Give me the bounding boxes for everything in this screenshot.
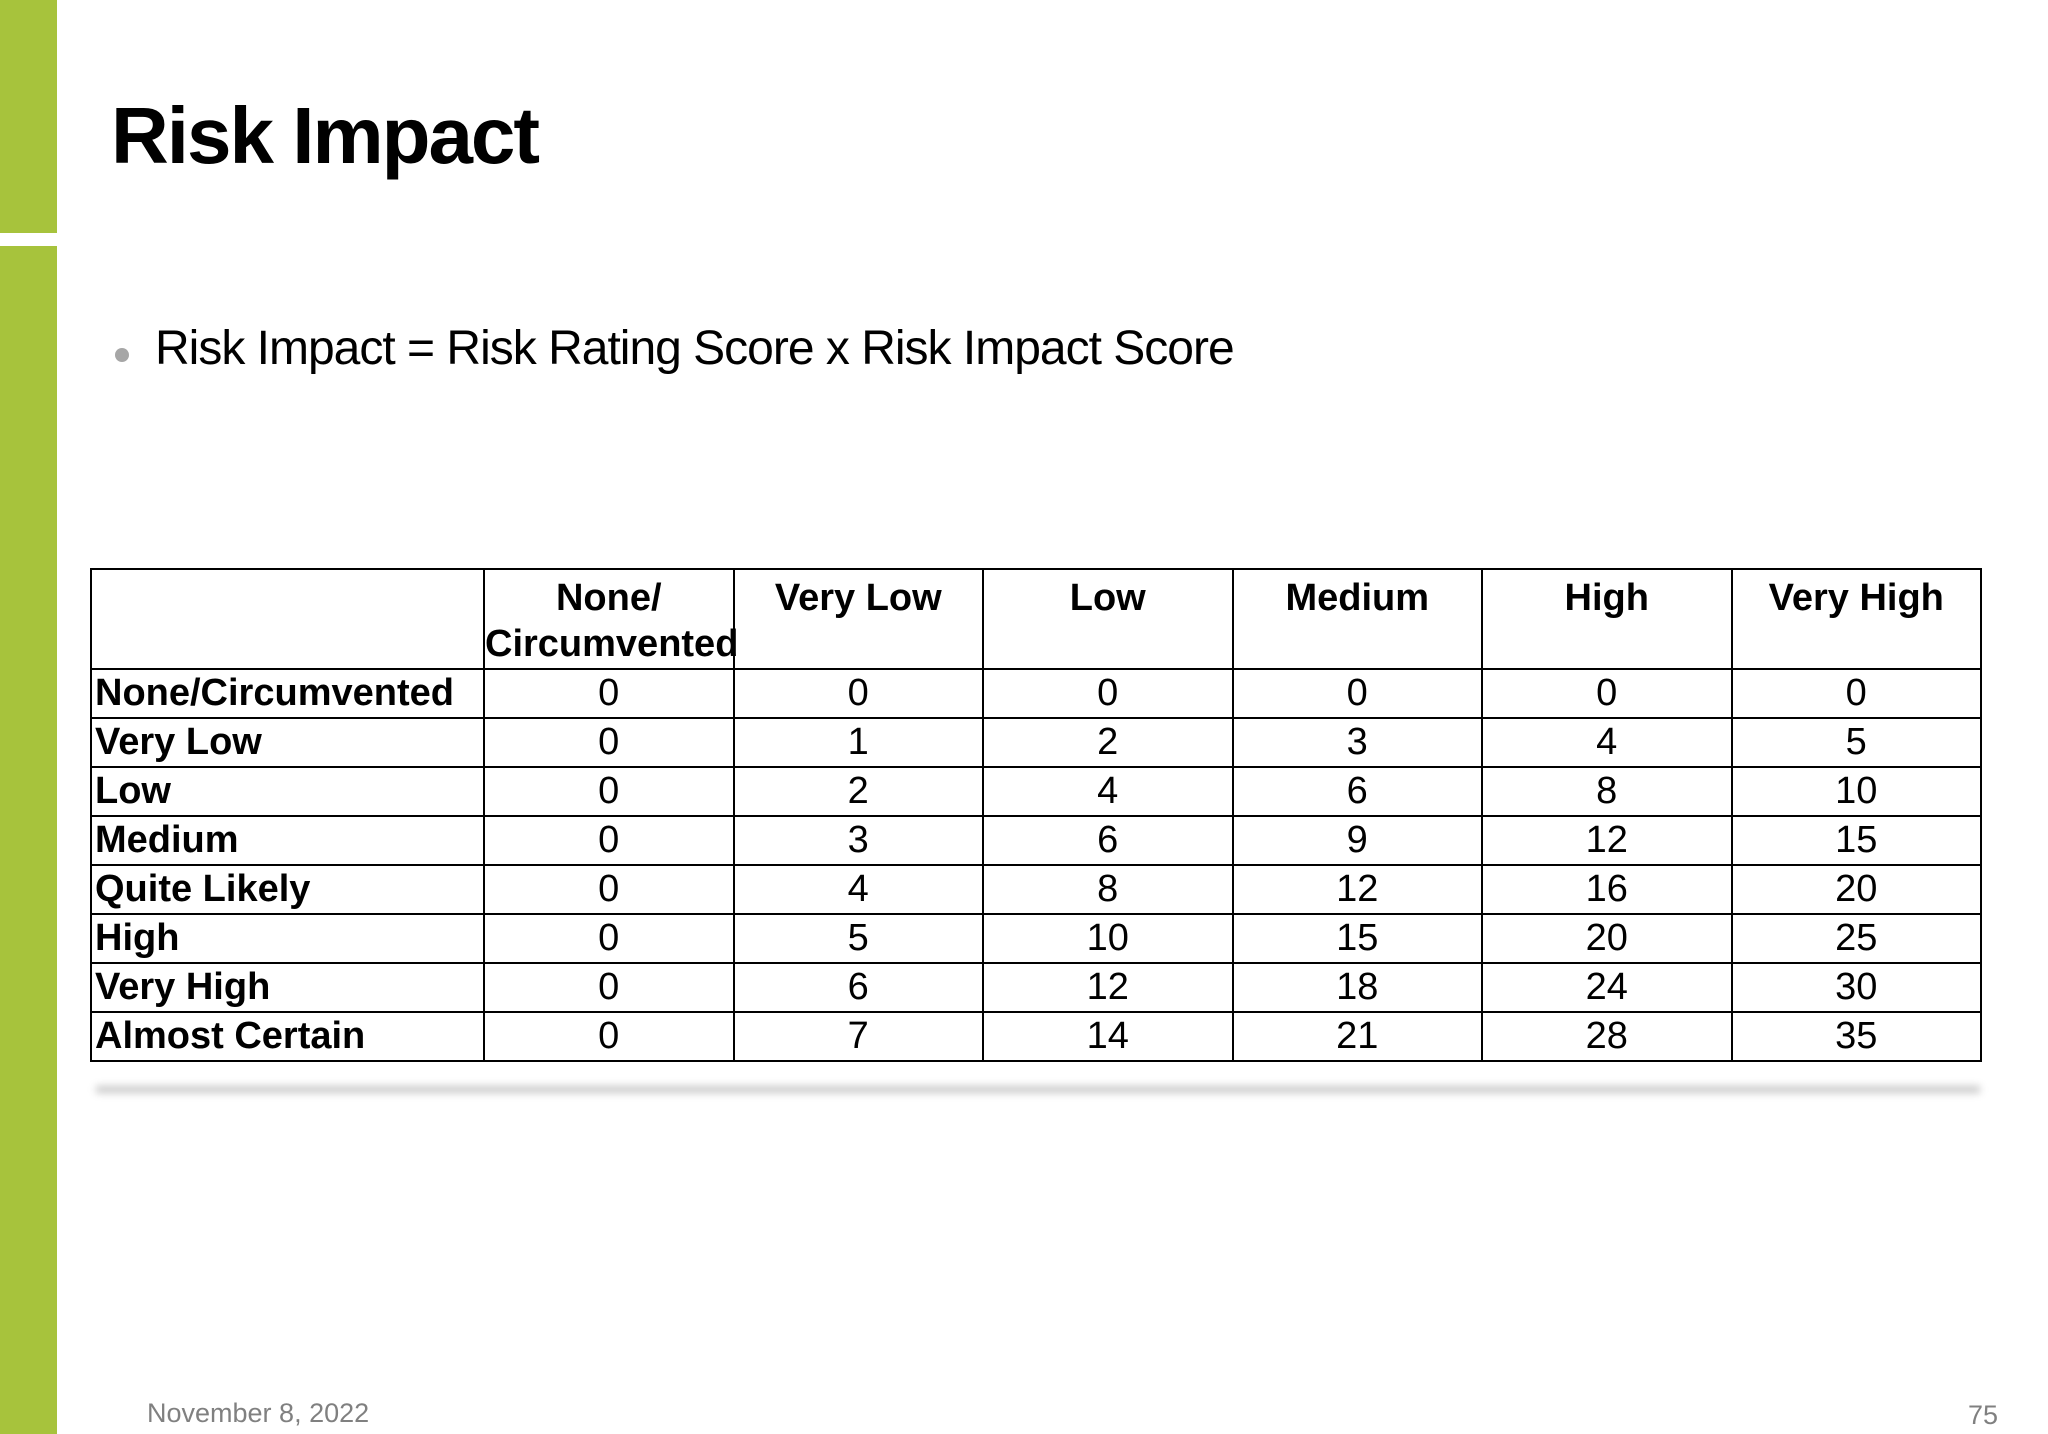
value-cell: 0 xyxy=(483,667,735,719)
value-cell: 10 xyxy=(982,912,1234,964)
row-header: High xyxy=(90,912,485,964)
value-cell: 30 xyxy=(1730,961,1982,1013)
value-cell: 9 xyxy=(1231,814,1483,866)
value-cell: 24 xyxy=(1481,961,1733,1013)
accent-bar-bottom-segment xyxy=(0,246,57,1434)
value-cell: 0 xyxy=(483,961,735,1013)
value-cell: 15 xyxy=(1730,814,1982,866)
value-cell: 35 xyxy=(1730,1010,1982,1062)
value-cell: 0 xyxy=(483,912,735,964)
value-cell: 15 xyxy=(1231,912,1483,964)
table-row: None/Circumvented 0 0 0 0 0 0 xyxy=(90,667,1982,719)
table-row: Very High 0 6 12 18 24 30 xyxy=(90,961,1982,1013)
row-header: Quite Likely xyxy=(90,863,485,915)
value-cell: 18 xyxy=(1231,961,1483,1013)
value-cell: 0 xyxy=(1481,667,1733,719)
value-cell: 20 xyxy=(1730,863,1982,915)
page-number: 75 xyxy=(1967,1400,1998,1430)
value-cell: 2 xyxy=(732,765,984,817)
column-header: Medium xyxy=(1231,568,1483,670)
value-cell: 5 xyxy=(732,912,984,964)
value-cell: 6 xyxy=(982,814,1234,866)
value-cell: 0 xyxy=(483,1010,735,1062)
value-cell: 0 xyxy=(483,716,735,768)
row-header: None/Circumvented xyxy=(90,667,485,719)
value-cell: 8 xyxy=(1481,765,1733,817)
table-header-row: None/ Circumvented Very Low Low Medium High V… xyxy=(90,568,1982,670)
footer-date: November 8, 2022 xyxy=(147,1398,370,1428)
value-cell: 4 xyxy=(732,863,984,915)
table-row: Low 0 2 4 6 8 10 xyxy=(90,765,1982,817)
column-header: None/ Circumvented xyxy=(483,568,738,670)
table-row: Medium 0 3 6 9 12 15 xyxy=(90,814,1982,866)
value-cell: 20 xyxy=(1481,912,1733,964)
column-header: High xyxy=(1481,568,1733,670)
value-cell: 0 xyxy=(483,863,735,915)
value-cell: 0 xyxy=(732,667,984,719)
accent-bar-top-segment xyxy=(0,0,57,233)
value-cell: 10 xyxy=(1730,765,1982,817)
column-header: Low xyxy=(982,568,1234,670)
value-cell: 0 xyxy=(483,765,735,817)
value-cell: 16 xyxy=(1481,863,1733,915)
bullet-text: Risk Impact = Risk Rating Score x Risk I… xyxy=(155,322,1235,375)
risk-impact-table: None/ Circumvented Very Low Low Medium High V… xyxy=(90,568,1982,1062)
value-cell: 6 xyxy=(1231,765,1483,817)
value-cell: 28 xyxy=(1481,1010,1733,1062)
value-cell: 3 xyxy=(1231,716,1483,768)
risk-impact-table-container: None/ Circumvented Very Low Low Medium High V… xyxy=(90,568,1982,1062)
value-cell: 0 xyxy=(982,667,1234,719)
row-header: Very High xyxy=(90,961,485,1013)
value-cell: 12 xyxy=(1481,814,1733,866)
value-cell: 5 xyxy=(1730,716,1982,768)
column-header: Very High xyxy=(1730,568,1982,670)
value-cell: 4 xyxy=(1481,716,1733,768)
value-cell: 4 xyxy=(982,765,1234,817)
page-title: Risk Impact xyxy=(111,91,540,180)
value-cell: 6 xyxy=(732,961,984,1013)
row-header: Medium xyxy=(90,814,485,866)
table-shadow xyxy=(96,1086,1980,1093)
table-row: High 0 5 10 15 20 25 xyxy=(90,912,1982,964)
table-row: Quite Likely 0 4 8 12 16 20 xyxy=(90,863,1982,915)
bullet-dot-icon xyxy=(115,348,129,362)
value-cell: 3 xyxy=(732,814,984,866)
value-cell: 12 xyxy=(1231,863,1483,915)
value-cell: 21 xyxy=(1231,1010,1483,1062)
value-cell: 12 xyxy=(982,961,1234,1013)
row-header: Low xyxy=(90,765,485,817)
value-cell: 25 xyxy=(1730,912,1982,964)
row-header: Almost Certain xyxy=(90,1010,485,1062)
value-cell: 2 xyxy=(982,716,1234,768)
value-cell: 0 xyxy=(483,814,735,866)
table-row: Almost Certain 0 7 14 21 28 35 xyxy=(90,1010,1982,1062)
value-cell: 0 xyxy=(1231,667,1483,719)
value-cell: 7 xyxy=(732,1010,984,1062)
value-cell: 1 xyxy=(732,716,984,768)
column-header: Very Low xyxy=(732,568,984,670)
table-corner-empty-cell xyxy=(90,568,485,670)
table-row: Very Low 0 1 2 3 4 5 xyxy=(90,716,1982,768)
value-cell: 0 xyxy=(1730,667,1982,719)
value-cell: 8 xyxy=(982,863,1234,915)
table-body: None/Circumvented 0 0 0 0 0 0 Very Low 0 1 2 3 4 5 Low… xyxy=(90,667,1982,1062)
value-cell: 14 xyxy=(982,1010,1234,1062)
row-header: Very Low xyxy=(90,716,485,768)
